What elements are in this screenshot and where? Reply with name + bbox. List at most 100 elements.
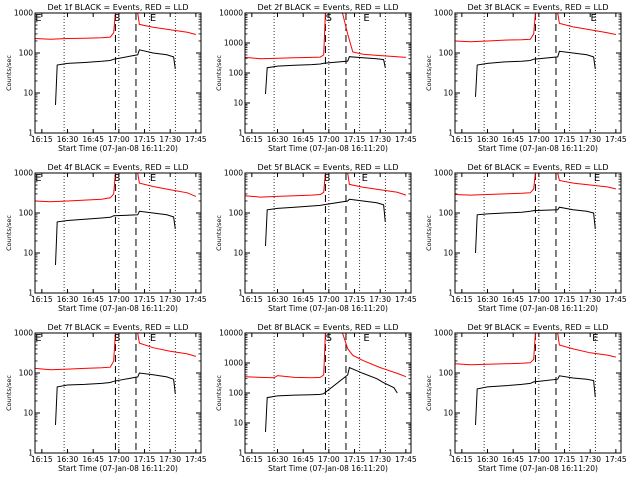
x-tick-label: 17:30	[369, 455, 391, 464]
x-tick-label: 16:30	[267, 135, 289, 144]
y-axis-label: Counts/sec	[5, 55, 13, 91]
x-tick-label: 16:45	[502, 455, 524, 464]
y-axis-label: Counts/sec	[425, 215, 433, 251]
phase-marker-label: E	[35, 13, 41, 24]
x-tick-label: 17:30	[159, 135, 181, 144]
y-tick-label: 100	[229, 389, 244, 398]
x-tick-label: 17:15	[554, 295, 576, 304]
x-tick-label: 16:45	[82, 295, 104, 304]
x-tick-label: 16:15	[241, 295, 263, 304]
x-axis-label: Start Time (07-Jan-08 16:11:20)	[58, 464, 178, 473]
y-tick-label: 1	[28, 129, 33, 138]
plot-title: Det 9f BLACK = Events, RED = LLD	[467, 323, 608, 332]
y-tick-label: 1000	[14, 169, 33, 178]
y-tick-label: 100	[229, 69, 244, 78]
plot-frame	[454, 172, 622, 294]
x-axis-label: Start Time (07-Jan-08 16:11:20)	[268, 304, 388, 313]
phase-marker-label: S	[114, 13, 120, 24]
y-tick-label: 10	[23, 89, 33, 98]
x-axis-label: Start Time (07-Jan-08 16:11:20)	[58, 304, 178, 313]
phase-marker-label: E	[363, 333, 369, 344]
x-tick-label: 17:30	[579, 455, 601, 464]
y-tick-label: 100	[229, 209, 244, 218]
plot-frame	[244, 172, 412, 294]
x-tick-label: 17:45	[395, 135, 417, 144]
events-series-line	[475, 375, 596, 426]
x-tick-label: 16:30	[477, 135, 499, 144]
x-tick-label: 17:00	[318, 295, 340, 304]
y-tick-label: 100	[439, 369, 454, 378]
phase-marker-label: S	[326, 333, 332, 344]
phase-marker-label: E	[150, 173, 156, 184]
plot-frame	[34, 332, 202, 454]
x-tick-label: 16:45	[502, 135, 524, 144]
plot-frame	[244, 12, 412, 134]
y-tick-label: 1	[238, 129, 243, 138]
events-series-line	[55, 49, 176, 106]
x-tick-label: 17:00	[528, 135, 550, 144]
y-axis-label: Counts/sec	[215, 55, 223, 91]
x-tick-label: 16:45	[292, 455, 314, 464]
x-tick-label: 16:30	[477, 455, 499, 464]
phase-marker-label: E	[150, 333, 156, 344]
x-tick-label: 16:45	[292, 135, 314, 144]
y-tick-label: 10	[443, 89, 453, 98]
x-tick-label: 16:15	[31, 135, 53, 144]
plot-panel: Det 7f BLACK = Events, RED = LLD 16:15 16:…	[5, 323, 207, 473]
x-tick-label: 17:15	[134, 135, 156, 144]
y-tick-label: 10000	[219, 9, 243, 18]
events-series-line	[55, 210, 176, 266]
y-axis-label: Counts/sec	[425, 55, 433, 91]
x-tick-label: 16:30	[477, 295, 499, 304]
plot-frame	[34, 12, 202, 134]
x-tick-label: 17:30	[369, 295, 391, 304]
x-tick-label: 16:15	[31, 295, 53, 304]
phase-marker-label: E	[363, 13, 369, 24]
events-series-line	[265, 366, 398, 433]
phase-marker-label: E	[592, 333, 598, 344]
x-tick-label: 17:00	[318, 135, 340, 144]
plot-title: Det 2f BLACK = Events, RED = LLD	[257, 3, 398, 12]
phase-marker-label: S	[326, 13, 332, 24]
y-tick-label: 10	[443, 409, 453, 418]
x-tick-label: 17:30	[579, 295, 601, 304]
x-tick-label: 17:45	[605, 135, 627, 144]
x-tick-label: 16:15	[451, 135, 473, 144]
y-tick-label: 10	[23, 249, 33, 258]
plot-panel: Det 6f BLACK = Events, RED = LLD 16:15 16:…	[425, 163, 627, 313]
plot-frame	[244, 332, 412, 454]
x-tick-label: 17:45	[605, 295, 627, 304]
lld-series-line	[34, 332, 197, 371]
events-series-line	[475, 50, 596, 97]
phase-marker-label: E	[35, 173, 41, 184]
y-tick-label: 1	[238, 449, 243, 458]
y-tick-label: 1	[28, 289, 33, 298]
plot-frame	[34, 172, 202, 294]
x-tick-label: 16:30	[57, 135, 79, 144]
x-tick-label: 17:30	[159, 295, 181, 304]
x-tick-label: 17:45	[395, 455, 417, 464]
plot-panel: Det 4f BLACK = Events, RED = LLD 16:15 16:…	[5, 163, 207, 313]
x-tick-label: 17:00	[108, 135, 130, 144]
x-tick-label: 17:45	[185, 135, 207, 144]
plot-title: Det 7f BLACK = Events, RED = LLD	[47, 323, 188, 332]
lld-series-line	[454, 172, 617, 196]
y-tick-label: 1	[28, 449, 33, 458]
y-tick-label: 10	[443, 249, 453, 258]
x-tick-label: 17:30	[159, 455, 181, 464]
y-tick-label: 1000	[434, 9, 453, 18]
events-series-line	[265, 56, 386, 95]
x-tick-label: 16:15	[31, 455, 53, 464]
y-tick-label: 100	[19, 49, 34, 58]
y-tick-label: 10	[233, 419, 243, 428]
y-tick-label: 10	[23, 409, 33, 418]
phase-marker-label: E	[35, 333, 41, 344]
events-series-line	[55, 372, 176, 426]
x-tick-label: 17:15	[554, 135, 576, 144]
plot-panel: Det 8f BLACK = Events, RED = LLD 16:15 16:…	[215, 323, 417, 473]
plot-title: Det 6f BLACK = Events, RED = LLD	[467, 163, 608, 172]
lld-series-line	[244, 332, 407, 379]
x-tick-label: 16:30	[57, 455, 79, 464]
lld-series-line	[34, 172, 197, 203]
